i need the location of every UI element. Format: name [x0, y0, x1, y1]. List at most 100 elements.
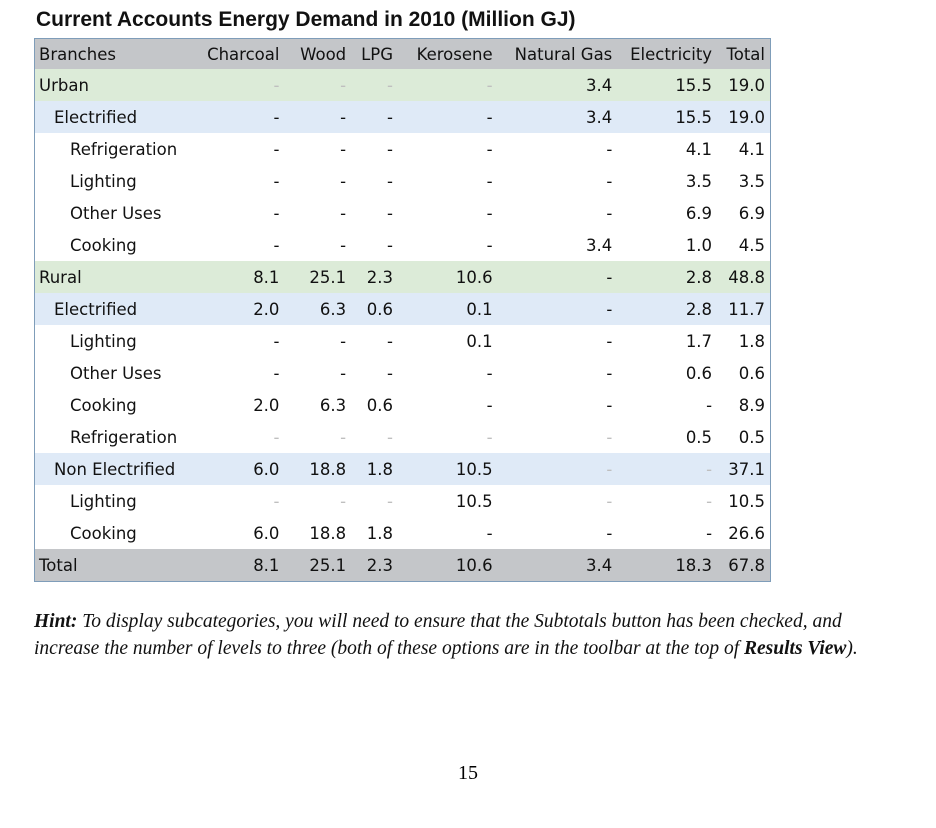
value-cell: - — [497, 293, 618, 325]
branch-name-cell: Non Electrified — [35, 453, 200, 485]
branch-name-cell: Total — [35, 549, 200, 581]
table-row: Rural 8.1 25.1 2.3 10.6-2.8 48.8 — [35, 261, 770, 293]
branch-name-cell: Cooking — [70, 523, 137, 543]
value-cell: - — [617, 453, 718, 485]
table-row: Cooking - - - - 3.4 1.0 4.5 — [35, 229, 770, 261]
value-cell: 0.6 — [351, 293, 398, 325]
value-cell: 2.3 — [351, 261, 398, 293]
table-row: Electrified - - - -3.4 15.5 19.0 — [35, 101, 770, 133]
value-cell: 0.6 — [685, 363, 713, 383]
value-cell: - — [351, 69, 398, 101]
value-cell: - — [486, 203, 493, 223]
value-cell: - — [387, 363, 393, 383]
table-row: Non Electrified 6.0 18.8 1.8 10.5- -37.1 — [35, 453, 770, 485]
value-cell: 2.0 — [253, 395, 280, 415]
value-cell: 0.6 — [738, 363, 765, 383]
value-cell: 19.0 — [717, 101, 770, 133]
value-cell: - — [199, 69, 285, 101]
hint-label: Hint: — [34, 611, 78, 632]
value-cell: 0.1 — [398, 293, 498, 325]
value-cell: - — [706, 395, 713, 415]
value-cell: - — [387, 171, 393, 191]
branch-name-cell: Cooking — [70, 395, 137, 415]
value-cell: - — [606, 171, 613, 191]
value-cell: 0.6 — [366, 395, 393, 415]
value-cell: - — [398, 69, 498, 101]
value-cell: - — [486, 235, 493, 255]
value-cell: - — [706, 491, 713, 511]
value-cell: - — [340, 203, 347, 223]
value-cell: 6.3 — [284, 293, 352, 325]
value-cell: 1.7 — [685, 331, 713, 351]
value-cell: 8.1 — [199, 549, 285, 581]
branch-name-cell: Electrified — [35, 293, 200, 325]
table-body: Urban - - - -3.4 15.5 19.0 Electrified - - - -3.4 15… — [35, 69, 770, 581]
branch-name-cell: Lighting — [70, 171, 137, 191]
value-cell: - — [273, 491, 280, 511]
table-row: Lighting - - -10.5- -10.5 — [35, 485, 770, 517]
branch-name-cell: Rural — [35, 261, 200, 293]
value-cell: 10.5 — [455, 491, 493, 511]
value-cell: 0.5 — [685, 427, 713, 447]
value-cell: - — [284, 69, 352, 101]
value-cell: 15.5 — [617, 101, 718, 133]
value-cell: - — [387, 331, 393, 351]
table-row: Cooking 6.0 18.8 1.8- - -26.6 — [35, 517, 770, 549]
value-cell: - — [606, 523, 613, 543]
value-cell: - — [387, 203, 393, 223]
branch-name-cell: Refrigeration — [70, 139, 178, 159]
column-header: Wood — [284, 39, 352, 69]
value-cell: - — [606, 427, 613, 447]
value-cell: - — [273, 171, 280, 191]
table-row: Refrigeration - - - - - 0.5 0.5 — [35, 421, 770, 453]
value-cell: - — [387, 491, 393, 511]
value-cell: 2.3 — [351, 549, 398, 581]
value-cell: 10.5 — [398, 453, 498, 485]
value-cell: 18.3 — [617, 549, 718, 581]
results-view-term: Results View — [744, 638, 847, 659]
value-cell: 3.4 — [497, 101, 618, 133]
value-cell: - — [486, 363, 493, 383]
column-header: Electricity — [617, 39, 718, 69]
value-cell: - — [340, 491, 347, 511]
value-cell: - — [340, 331, 347, 351]
value-cell: 15.5 — [617, 69, 718, 101]
value-cell: 4.1 — [685, 139, 713, 159]
value-cell: 10.6 — [398, 261, 498, 293]
value-cell: 6.0 — [253, 523, 280, 543]
table-row: Electrified 2.0 6.3 0.6 0.1-2.8 11.7 — [35, 293, 770, 325]
value-cell: - — [199, 101, 285, 133]
value-cell: 1.0 — [685, 235, 713, 255]
value-cell: - — [606, 139, 613, 159]
value-cell: - — [706, 523, 713, 543]
value-cell: 4.1 — [738, 139, 765, 159]
value-cell: 3.4 — [586, 235, 613, 255]
value-cell: 18.8 — [284, 453, 352, 485]
hint-text-before: To display subcategories, you will need … — [34, 611, 842, 659]
value-cell: 37.1 — [717, 453, 770, 485]
value-cell: - — [486, 139, 493, 159]
value-cell: 48.8 — [717, 261, 770, 293]
value-cell: 3.4 — [497, 549, 618, 581]
branch-name-cell: Cooking — [70, 235, 137, 255]
value-cell: 19.0 — [717, 69, 770, 101]
value-cell: 25.1 — [284, 549, 352, 581]
value-cell: - — [606, 203, 613, 223]
hint-paragraph: Hint: To display subcategories, you will… — [34, 608, 904, 662]
value-cell: 2.8 — [617, 293, 718, 325]
value-cell: - — [273, 139, 280, 159]
value-cell: - — [606, 331, 613, 351]
value-cell: 8.1 — [199, 261, 285, 293]
value-cell: 3.4 — [497, 69, 618, 101]
table-row: Refrigeration - - - - - 4.1 4.1 — [35, 133, 770, 165]
branch-name-cell: Other Uses — [70, 363, 162, 383]
value-cell: 1.8 — [351, 453, 398, 485]
value-cell: - — [340, 171, 347, 191]
table-row: Total 8.1 25.1 2.3 10.6 3.4 18.3 67.8 — [35, 549, 770, 581]
value-cell: - — [486, 427, 493, 447]
table-row: Lighting - - - - - 3.5 3.5 — [35, 165, 770, 197]
value-cell: - — [340, 235, 347, 255]
value-cell: 11.7 — [717, 293, 770, 325]
value-cell: - — [606, 395, 613, 415]
value-cell: - — [606, 363, 613, 383]
